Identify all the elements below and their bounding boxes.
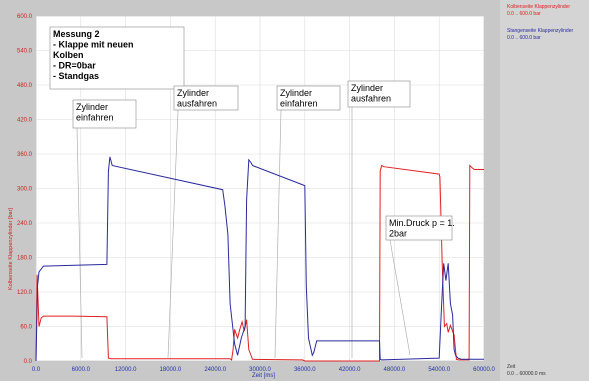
series-line-2 — [35, 156, 484, 362]
annotation-box — [385, 215, 453, 241]
legend-series-1-range: 0.0 .. 600.0 bar — [507, 11, 541, 17]
x-tick-label: 36000.0 — [294, 367, 316, 373]
legend-xaxis-name: Zeit — [507, 364, 516, 370]
x-tick-label: 48000.0 — [384, 367, 406, 373]
series-line-1 — [35, 164, 484, 362]
annotation-text: - Standgas — [53, 71, 99, 81]
annotation-box — [173, 85, 239, 111]
legend-panel: Kolbenseite Klappenzylinder 0.0 .. 600.0… — [500, 0, 589, 381]
annotation-box — [347, 80, 411, 108]
annotation-text: Min.Druck p = 1. — [389, 218, 455, 228]
y-tick-label: 60.0 — [20, 325, 32, 331]
y-axis-label: Kolbenseite Klappenzylinder [bar] — [8, 208, 14, 290]
annotation-leader — [76, 127, 83, 359]
y-tick-label: 180.0 — [17, 256, 33, 262]
annotation-text: ausfahren — [351, 94, 391, 104]
annotation-box — [72, 99, 137, 129]
annotation-text: einfahren — [280, 99, 318, 109]
y-tick-label: 480.0 — [17, 83, 33, 89]
x-axis-label: Zeit [ms] — [252, 373, 275, 379]
y-tick-label: 540.0 — [17, 49, 33, 55]
annotation-text: ausfahren — [177, 99, 217, 109]
y-tick-label: 600.0 — [17, 14, 33, 20]
annotation-text: - DR=0bar — [53, 61, 96, 71]
series — [35, 156, 484, 362]
annotation-text: Zylinder — [280, 88, 312, 98]
y-tick-label: 300.0 — [17, 187, 33, 193]
annotation-leader — [274, 109, 282, 359]
legend-xaxis-range: 0.0 .. 60000.0 ms — [507, 371, 546, 377]
x-tick-label: 60000.0 — [473, 367, 495, 373]
y-tick-label: 420.0 — [17, 118, 33, 124]
y-tick-label: 0.0 — [24, 359, 33, 365]
x-tick-label: 30000.0 — [249, 367, 271, 373]
annotation-leader — [389, 239, 411, 356]
x-tick-label: 54000.0 — [428, 367, 450, 373]
annotation-leader — [167, 109, 179, 359]
x-ticks: 0.0 6000.0 12000.0 18000.0 24000.0 30000.0 360… — [32, 367, 496, 373]
annotation-box — [276, 85, 341, 111]
annotation-leaders — [76, 107, 411, 359]
x-tick-label: 18000.0 — [160, 367, 182, 373]
legend-series-2-name[interactable]: Stangenseite Klappenzylinder — [507, 28, 574, 34]
x-tick-label: 6000.0 — [72, 367, 91, 373]
y-tick-label: 240.0 — [17, 221, 33, 227]
y-ticks: 0.0 60.0 120.0 180.0 240.0 300.0 360.0 420.0 480… — [17, 14, 33, 365]
annotation-text: Messung 2 — [53, 29, 100, 39]
legend-series-1-name[interactable]: Kolbenseite Klappenzylinder — [507, 4, 571, 10]
x-tick-label: 12000.0 — [115, 367, 137, 373]
x-tick-label: 0.0 — [32, 367, 41, 373]
annotation-text: Zylinder — [76, 102, 108, 112]
x-tick-label: 42000.0 — [339, 367, 361, 373]
legend-series-2-range: 0.0 .. 600.0 bar — [507, 35, 541, 41]
annotation-text: Kolben — [53, 50, 84, 60]
annotation-text: 2bar — [389, 229, 407, 239]
y-tick-label: 120.0 — [17, 290, 33, 296]
annotation-text: Zylinder — [177, 88, 209, 98]
y-tick-label: 360.0 — [17, 152, 33, 158]
x-tick-label: 24000.0 — [204, 367, 226, 373]
annotation-text: - Klappe mit neuen — [53, 40, 134, 50]
annotation-text: einfahren — [76, 113, 114, 123]
annotation-text: Zylinder — [351, 83, 383, 93]
annotation-box — [49, 26, 185, 90]
